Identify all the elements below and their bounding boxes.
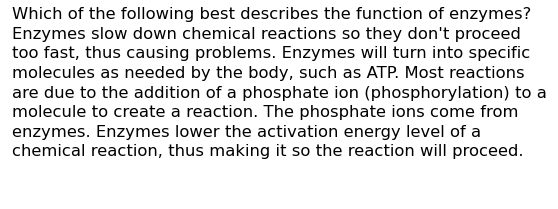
Text: Which of the following best describes the function of enzymes?
Enzymes slow down: Which of the following best describes th…: [12, 7, 547, 159]
